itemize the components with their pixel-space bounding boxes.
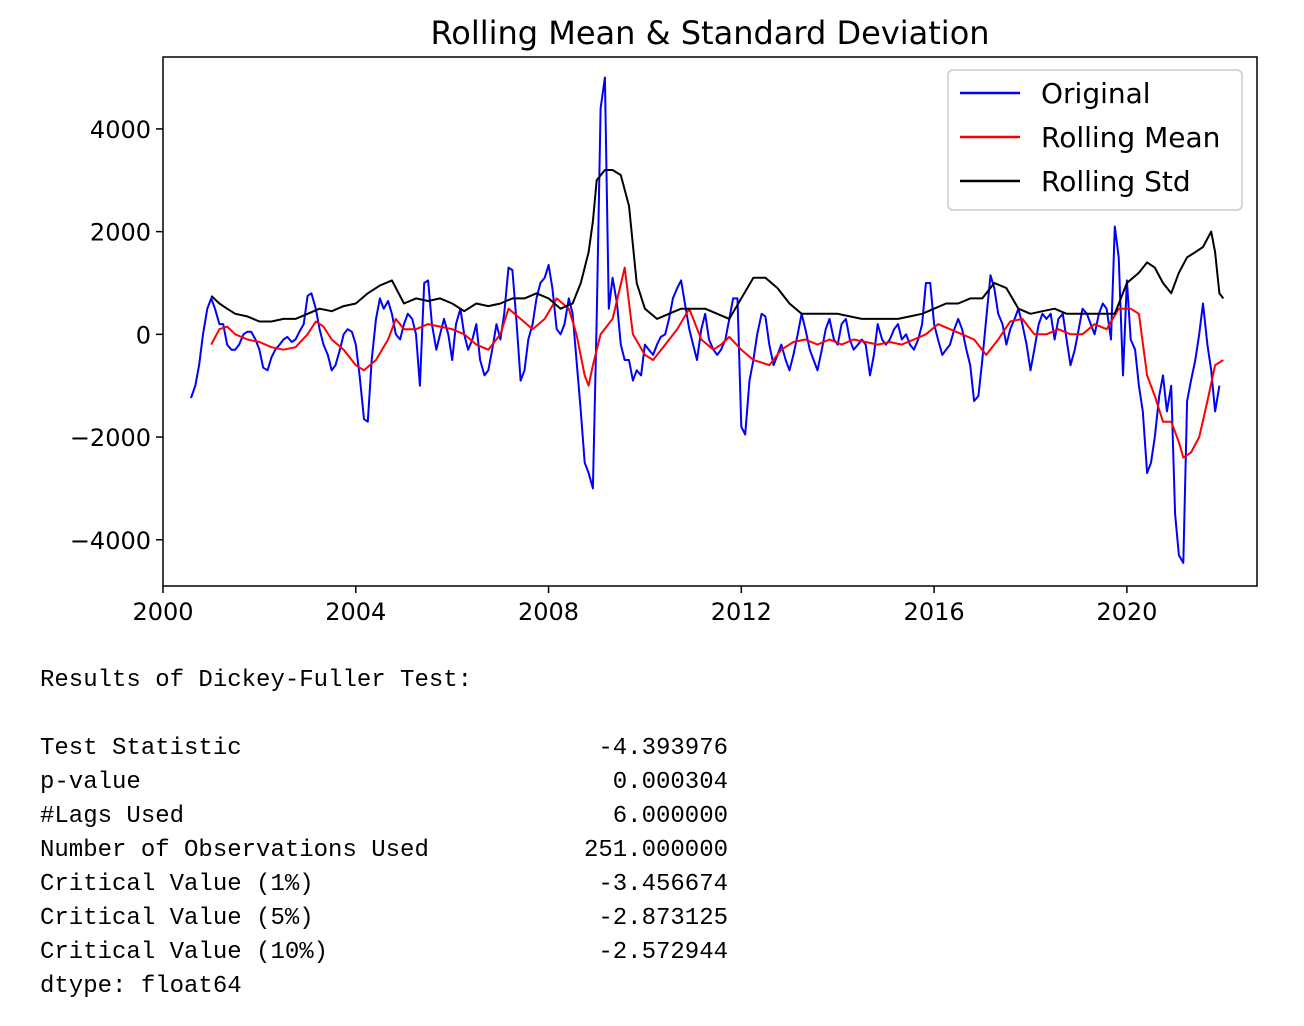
y-tick-label: 2000 <box>90 219 151 247</box>
y-tick-label: −4000 <box>70 527 151 555</box>
plot-layer <box>190 76 1225 564</box>
series-line-rolling-std <box>210 169 1225 323</box>
result-label: Critical Value (5%) <box>40 905 314 932</box>
legend-label-original: Original <box>1041 77 1151 110</box>
x-tick-label: 2000 <box>132 598 193 626</box>
chart-title: Rolling Mean & Standard Deviation <box>430 14 989 52</box>
x-tick-label: 2004 <box>325 598 386 626</box>
result-value: 6.000000 <box>612 803 728 830</box>
x-tick-label: 2020 <box>1096 598 1157 626</box>
result-row-p-value: p-value 0.000304 <box>40 766 728 800</box>
x-tick-label: 2016 <box>904 598 965 626</box>
dickey-fuller-results: Results of Dickey-Fuller Test: Test Stat… <box>40 664 728 1004</box>
result-row-critical-value-10: Critical Value (10%) -2.572944 <box>40 936 728 970</box>
legend-label-rolling-std: Rolling Std <box>1041 165 1191 198</box>
result-row-critical-value-5: Critical Value (5%) -2.873125 <box>40 902 728 936</box>
result-row-critical-value-1: Critical Value (1%) -3.456674 <box>40 868 728 902</box>
rolling-stats-chart: Rolling Mean & Standard Deviation 2000 20… <box>70 14 1258 626</box>
result-value: -2.873125 <box>598 905 728 932</box>
legend: Original Rolling Mean Rolling Std <box>947 69 1243 211</box>
legend-label-rolling-mean: Rolling Mean <box>1041 121 1220 154</box>
y-tick-label: −2000 <box>70 424 151 452</box>
results-dtype: dtype: float64 <box>40 973 242 1000</box>
legend-frame <box>947 69 1243 211</box>
result-value: 0.000304 <box>612 769 728 796</box>
result-row-lags-used: #Lags Used 6.000000 <box>40 800 728 834</box>
result-value: -2.572944 <box>598 939 728 966</box>
plot-frame <box>162 56 1258 587</box>
x-tick-label: 2008 <box>518 598 579 626</box>
x-axis-ticks: 2000 2004 2008 2012 2016 2020 <box>132 586 1157 626</box>
result-value: -4.393976 <box>598 735 728 762</box>
result-label: Critical Value (1%) <box>40 871 314 898</box>
result-label: Test Statistic <box>40 735 242 762</box>
result-row-test-statistic: Test Statistic -4.393976 <box>40 732 728 766</box>
results-heading: Results of Dickey-Fuller Test: <box>40 667 473 694</box>
result-label: Critical Value (10%) <box>40 939 329 966</box>
result-value: -3.456674 <box>598 871 728 898</box>
result-label: p-value <box>40 769 141 796</box>
result-label: Number of Observations Used <box>40 837 429 864</box>
series-line-rolling-mean <box>210 266 1224 459</box>
y-tick-label: 4000 <box>90 116 151 144</box>
y-axis-ticks: 4000 2000 0 −2000 −4000 <box>70 116 163 555</box>
y-tick-label: 0 <box>136 321 151 349</box>
series-line-original <box>190 76 1221 564</box>
results-spacer <box>40 698 728 732</box>
x-tick-label: 2012 <box>711 598 772 626</box>
result-row-observations-used: Number of Observations Used 251.000000 <box>40 834 728 868</box>
result-value: 251.000000 <box>583 837 728 864</box>
result-label: #Lags Used <box>40 803 185 830</box>
